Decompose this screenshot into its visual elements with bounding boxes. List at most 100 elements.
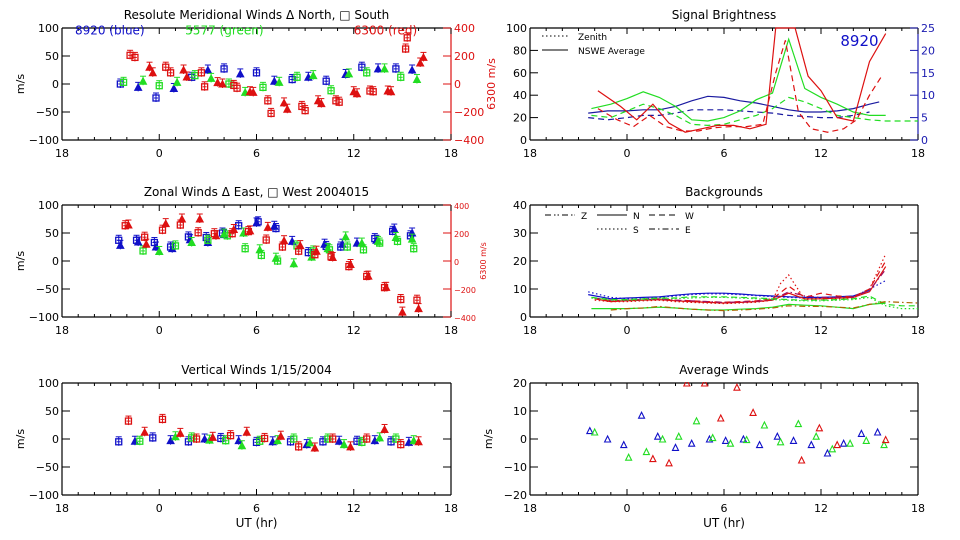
data-point	[857, 429, 866, 437]
data-point	[182, 72, 192, 81]
data-point	[346, 259, 355, 268]
data-point	[139, 247, 147, 255]
data-point	[197, 69, 206, 77]
y2-tick-label: 200	[454, 230, 469, 239]
series-line-6300-w	[594, 260, 887, 303]
y2-axis-label: 6300 m/s	[485, 58, 498, 110]
x-tick-label: 18	[523, 147, 537, 160]
y2-tick-label: 0	[454, 258, 459, 267]
x-axis-label: UT (hr)	[703, 516, 745, 530]
data-point	[229, 224, 239, 233]
data-point	[862, 436, 871, 444]
data-point	[823, 448, 832, 457]
data-point	[316, 99, 326, 108]
data-point	[839, 438, 848, 447]
y-tick-label: −100	[29, 489, 59, 502]
x-tick-label: 0	[156, 502, 163, 515]
data-point	[217, 434, 225, 443]
y-tick-label: 40	[513, 89, 527, 102]
legend-label: S	[633, 226, 639, 236]
data-point	[329, 435, 337, 443]
x-tick-label: 18	[55, 147, 69, 160]
data-point	[415, 58, 425, 67]
series-line-8920-s	[588, 280, 886, 300]
data-point	[585, 426, 594, 435]
x-tick-label: 0	[624, 324, 631, 337]
legend-label: NSWE Average	[578, 47, 645, 57]
data-point	[807, 440, 816, 449]
data-point	[322, 77, 330, 85]
data-point	[274, 77, 284, 86]
chart-zonal: Zonal Winds Δ East, □ West 2004015 18 0 6 12…	[14, 185, 488, 337]
chart-title: Average Winds	[679, 363, 769, 377]
data-point	[145, 62, 154, 71]
data-point	[226, 431, 235, 440]
plot-area	[116, 32, 428, 118]
data-point	[755, 440, 764, 449]
x-tick-label: 6	[721, 502, 728, 515]
data-point	[119, 78, 128, 86]
data-point	[136, 437, 144, 445]
data-point	[141, 239, 151, 248]
y-tick-label: 0	[520, 134, 527, 147]
data-point	[312, 246, 321, 255]
data-point	[177, 214, 187, 223]
data-point	[392, 435, 400, 443]
plot-area	[115, 413, 423, 452]
x-tick-label: 12	[347, 324, 361, 337]
data-point	[401, 45, 410, 53]
data-point	[282, 104, 292, 113]
data-point	[140, 427, 150, 436]
data-point	[131, 53, 139, 62]
series-line-6300-zenith	[597, 40, 883, 133]
data-point	[726, 438, 735, 447]
data-point	[220, 65, 228, 73]
data-point	[352, 89, 362, 98]
data-point	[222, 437, 230, 445]
data-point	[218, 79, 227, 88]
x-tick-label: 12	[347, 502, 361, 515]
data-point	[166, 436, 175, 445]
plot-area	[115, 213, 423, 317]
data-point	[200, 434, 209, 443]
x-tick-label: 0	[624, 147, 631, 160]
data-point	[716, 413, 725, 422]
x-tick-label: 0	[156, 324, 163, 337]
x-tick-label: 12	[814, 502, 828, 515]
data-point	[279, 236, 289, 245]
y2-tick-label: −400	[454, 314, 476, 323]
data-point	[279, 98, 289, 107]
data-point	[133, 82, 143, 91]
data-point	[334, 436, 344, 445]
chart-meridional: Resolute Meridional Winds Δ North, □ Sou…	[14, 8, 498, 160]
data-point	[410, 245, 418, 253]
data-point	[414, 437, 423, 446]
data-point	[188, 434, 196, 442]
data-point	[794, 419, 803, 428]
data-point	[776, 437, 785, 446]
data-point	[272, 224, 280, 233]
data-point	[671, 443, 680, 451]
series-annotation: 8920 (blue)	[75, 23, 145, 37]
data-point	[373, 64, 383, 73]
data-point	[138, 76, 148, 85]
x-tick-label: 12	[347, 147, 361, 160]
y-tick-label: −50	[36, 106, 59, 119]
y-tick-label: −10	[504, 461, 527, 474]
x-tick-label: 18	[911, 147, 925, 160]
data-point	[223, 232, 231, 240]
y2-tick-label: 400	[454, 202, 469, 211]
series-annotation: 5577 (green)	[185, 23, 263, 37]
data-point	[200, 83, 209, 91]
data-point	[133, 237, 143, 246]
plot-area	[585, 382, 890, 467]
series-line-5577-nswe-average	[591, 37, 886, 122]
data-point	[590, 427, 599, 436]
data-point	[241, 245, 249, 253]
data-point	[721, 436, 730, 444]
data-point	[742, 435, 751, 444]
y2-tick-label: 0	[921, 134, 928, 147]
x-tick-label: 6	[253, 324, 260, 337]
data-point	[708, 433, 717, 442]
data-point	[155, 82, 163, 90]
